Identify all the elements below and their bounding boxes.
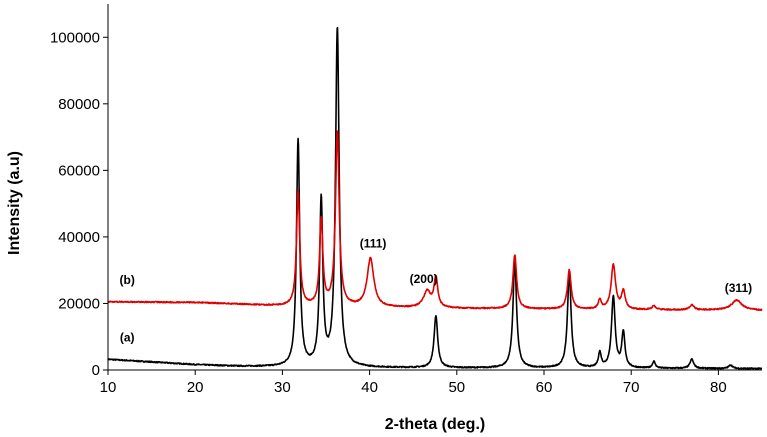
y-tick-label: 100000: [50, 29, 100, 46]
y-tick-label: 40000: [58, 229, 100, 246]
x-tick-label: 40: [361, 379, 378, 396]
annotations: (a) (b) (111) (200) (311): [120, 237, 753, 345]
x-tick-label: 70: [623, 379, 640, 396]
x-tick-label: 80: [710, 379, 727, 396]
x-tick-label: 60: [536, 379, 553, 396]
y-tick-label: 60000: [58, 162, 100, 179]
x-ticks: 10 20 30 40 50 60 70 80: [100, 370, 727, 396]
series-line-1: [107, 130, 763, 312]
annotation-label: (200): [410, 272, 438, 286]
x-tick-label: 30: [274, 379, 291, 396]
y-axis-title: Intensity (a.u): [6, 151, 23, 255]
annotation-label: (a): [120, 331, 135, 345]
y-tick-label: 20000: [58, 295, 100, 312]
x-axis-title: 2-theta (deg.): [385, 416, 485, 433]
series-line-0: [107, 26, 763, 370]
x-tick-label: 20: [187, 379, 204, 396]
y-ticks: 0 20000 40000 60000 80000 100000: [50, 29, 108, 379]
x-tick-label: 50: [448, 379, 465, 396]
annotation-label: (311): [725, 281, 752, 295]
annotation-label: (111): [360, 237, 387, 251]
y-tick-label: 0: [92, 362, 100, 379]
y-tick-label: 80000: [58, 96, 100, 113]
annotation-label: (b): [120, 273, 135, 287]
series-layer: [107, 26, 763, 370]
x-tick-label: 10: [100, 379, 117, 396]
